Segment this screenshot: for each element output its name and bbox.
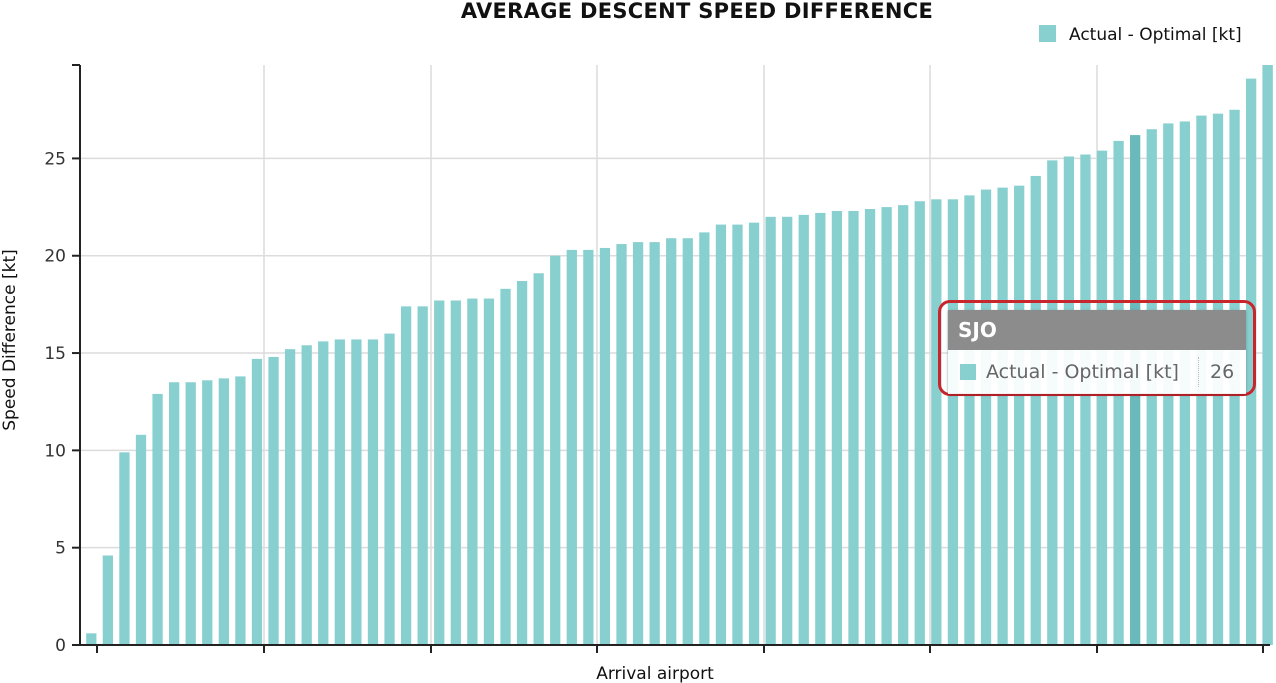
y-tick-label: 20 [44,247,66,267]
bar[interactable] [235,376,246,645]
bar[interactable] [947,199,959,646]
bar[interactable] [649,242,660,646]
bar[interactable] [367,339,379,645]
bar[interactable] [202,380,213,645]
y-tick-label: 5 [55,539,66,559]
bar[interactable] [980,189,992,645]
bar[interactable] [450,300,461,646]
bar[interactable] [1080,154,1091,645]
bar[interactable] [86,633,97,645]
bar[interactable] [185,382,196,645]
bar[interactable] [666,238,677,645]
bar[interactable] [765,216,776,645]
tooltip-series-label: Actual - Optimal [kt] [986,361,1179,383]
bar[interactable] [914,201,925,646]
bar[interactable] [1063,156,1075,646]
tooltip-category: SJO [948,310,1246,350]
x-axis-title: Arrival airport [596,664,714,683]
bar[interactable] [682,238,693,645]
bar[interactable] [102,555,113,645]
y-axis-title: Speed Difference [kt] [0,249,20,431]
bar[interactable] [533,273,544,645]
bar[interactable] [400,306,412,645]
chart-title: AVERAGE DESCENT SPEED DIFFERENCE [461,0,933,23]
bar[interactable] [268,356,279,645]
bar[interactable] [1030,175,1041,645]
bar[interactable] [699,232,710,645]
bar[interactable] [1047,160,1058,645]
tooltip-value: 26 [1210,361,1235,383]
bar[interactable] [152,393,163,645]
legend[interactable]: Actual - Optimal [kt] [1039,25,1242,45]
bar[interactable] [516,281,528,645]
bar[interactable] [417,306,428,645]
y-tick-label: 0 [55,636,66,656]
bar[interactable] [1246,78,1257,646]
bar[interactable] [384,333,395,645]
bar[interactable] [500,288,511,645]
bar[interactable] [1096,150,1108,645]
bar[interactable] [334,339,345,645]
bar[interactable] [616,244,627,645]
bar[interactable] [483,298,495,645]
bar[interactable] [732,224,743,645]
bar[interactable] [135,434,147,645]
y-tick-label: 25 [44,149,66,169]
bar[interactable] [599,247,611,645]
legend-swatch [1039,25,1056,42]
bar[interactable] [632,242,644,646]
bar[interactable] [566,249,577,645]
bar[interactable] [848,210,859,645]
bar[interactable] [119,452,130,645]
bar[interactable] [301,345,312,645]
tooltip-highlight-box [938,300,1256,396]
tooltip-swatch [960,364,976,380]
bar[interactable] [583,249,594,645]
bar[interactable] [284,349,296,645]
y-tick-labels: 0 5 10 15 20 25 [44,149,66,656]
tooltip-row: Actual - Optimal [kt] 26 [948,350,1246,394]
bar[interactable] [318,341,329,645]
bar[interactable] [831,210,843,645]
bar[interactable] [550,255,561,646]
bar[interactable] [351,339,362,645]
bar[interactable] [218,378,229,645]
bar[interactable] [964,195,975,645]
y-tick-label: 10 [44,441,66,461]
bar[interactable] [931,199,942,646]
bar[interactable] [782,216,793,645]
bar[interactable] [748,222,760,645]
axes [72,64,1270,653]
bar[interactable] [997,187,1008,645]
bar[interactable] [715,224,727,645]
legend-label: Actual - Optimal [kt] [1069,25,1242,45]
tooltip: SJO Actual - Optimal [kt] 26 [948,310,1246,394]
bar[interactable] [798,214,809,645]
bar[interactable] [467,298,478,645]
bar[interactable] [864,209,876,645]
bar[interactable] [251,358,263,645]
bar[interactable] [898,205,909,645]
y-tick-label: 15 [44,344,66,364]
bar[interactable] [815,212,826,646]
bar[interactable] [434,300,445,646]
bar[interactable] [881,207,892,645]
bar[interactable] [1014,185,1025,646]
bar[interactable] [169,382,180,645]
tooltip-separator [1198,357,1200,387]
bar[interactable] [1262,65,1273,645]
